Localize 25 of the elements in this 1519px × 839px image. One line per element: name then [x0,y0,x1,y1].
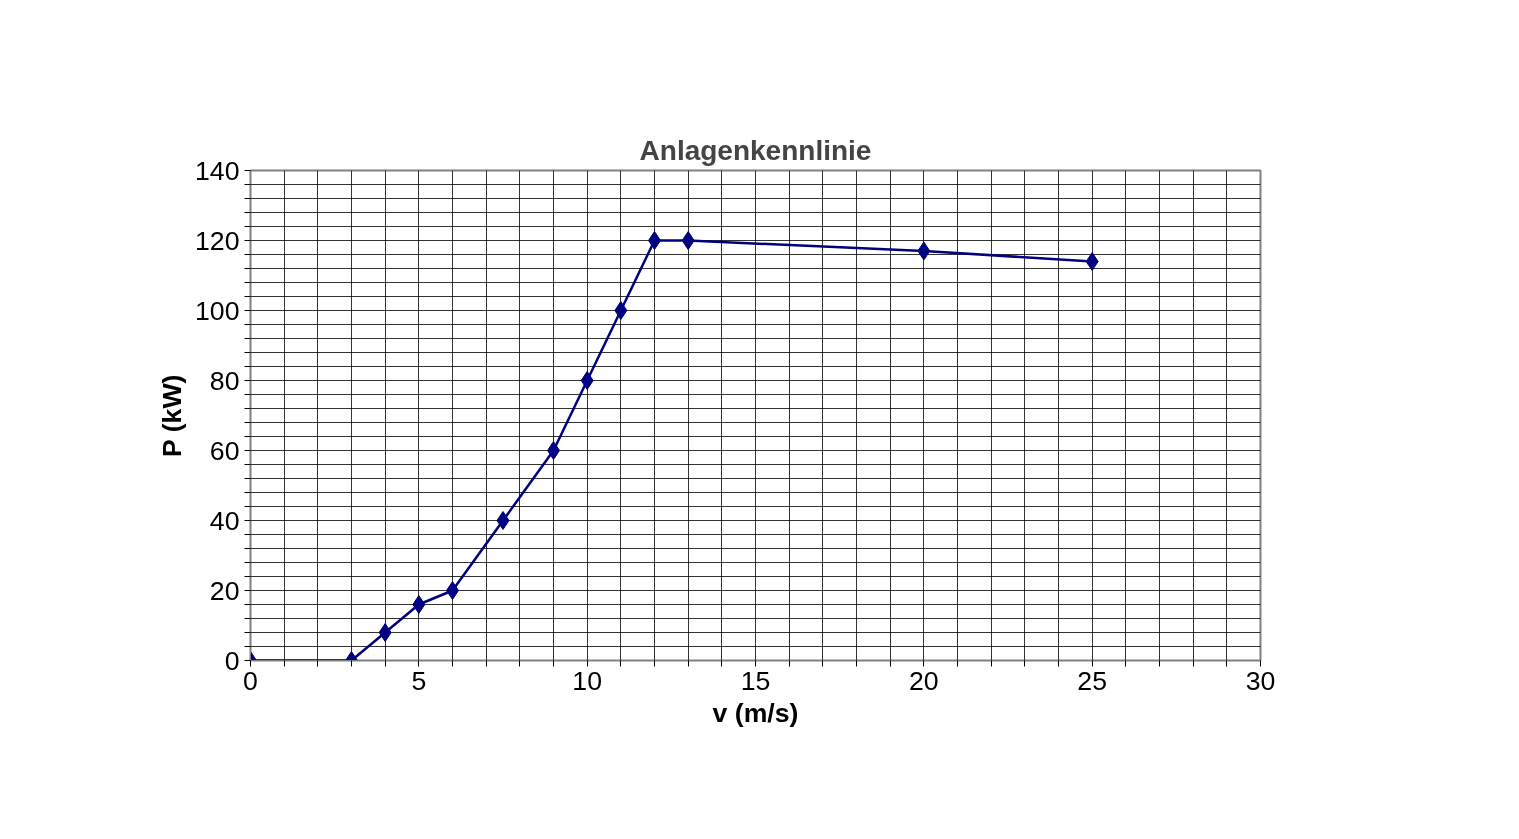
y-tick-label: 0 [224,645,240,676]
chart-title: Anlagenkennlinie [639,134,872,166]
point [1085,252,1099,271]
y-tick-label: 100 [195,295,240,326]
point [412,595,426,614]
y-tick-label: 140 [195,155,240,186]
y-tick-label: 80 [209,365,240,396]
y-tick-label: 120 [195,225,240,256]
x-tick-label: 10 [572,665,602,696]
point [378,623,392,642]
x-tick-label: 30 [1245,665,1276,696]
x-tick-label: 5 [411,665,427,696]
y-axis-title: P (kW) [157,374,188,457]
x-axis-title: v (m/s) [712,697,799,728]
y-tick-label: 40 [209,505,240,536]
point [580,371,594,390]
y-tick-label: 20 [209,575,240,606]
point [496,511,510,530]
point [917,241,931,261]
point [614,301,628,320]
y-tick-label: 60 [209,435,240,466]
x-tick-label: 15 [740,665,771,696]
x-tick-label: 20 [909,665,939,696]
x-tick-label: 25 [1077,665,1107,696]
point [681,231,695,250]
